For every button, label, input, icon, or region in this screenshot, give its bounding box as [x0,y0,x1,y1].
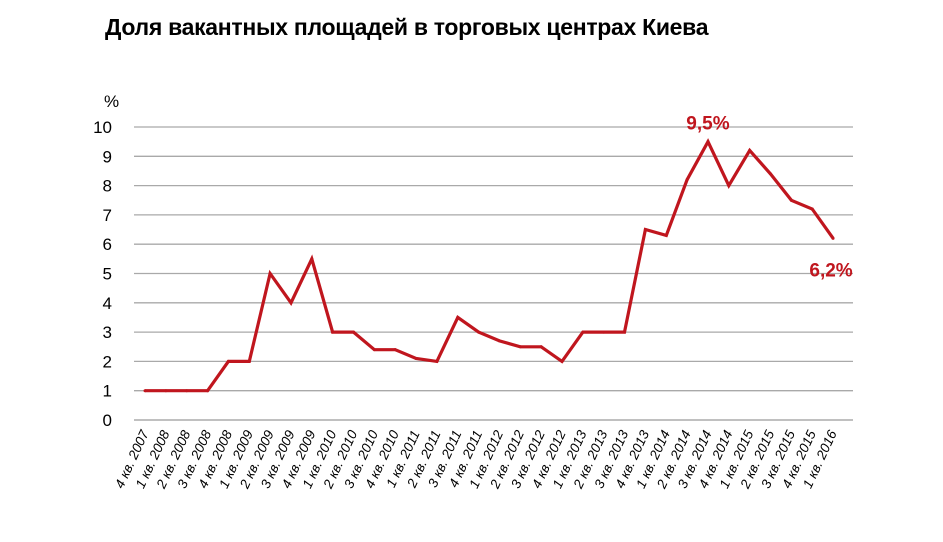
data-point [643,228,647,232]
data-annotation: 9,5% [686,114,729,135]
data-point [706,140,710,144]
data-annotation: 6,2% [809,260,852,281]
series-line [145,138,835,393]
data-point [435,359,439,363]
data-point [143,389,147,393]
data-point [831,236,835,240]
data-point [393,348,397,352]
data-point [497,339,501,343]
data-point [352,330,355,334]
annotations: 9,5% 6,2% [686,114,853,282]
y-axis-ticks: 0 1 2 3 4 5 6 7 8 9 10 [93,118,112,430]
y-tick-label: 9 [103,147,112,166]
data-point [456,315,460,319]
data-point [789,198,793,202]
y-tick-label: 7 [103,206,112,225]
series-layer [143,138,835,393]
data-point [414,356,418,360]
data-point [664,233,668,237]
y-tick-label: 10 [93,118,112,137]
data-point [581,330,585,334]
data-point [810,207,814,211]
data-point [247,359,251,363]
data-point [685,178,689,182]
y-tick-label: 0 [103,411,112,430]
y-tick-label: 8 [103,177,112,196]
data-point [331,330,335,334]
y-tick-label: 1 [103,382,112,401]
gridlines [134,126,853,421]
data-point [206,389,210,393]
data-point [310,257,314,261]
y-tick-label: 3 [103,323,112,342]
data-point [164,389,168,393]
data-point [602,330,606,334]
y-axis-unit-label: % [104,92,119,111]
chart-title: Доля вакантных площадей в торговых центр… [105,14,709,40]
data-point [477,330,481,334]
y-tick-label: 2 [103,352,112,371]
data-point [727,184,731,188]
data-point [372,348,376,352]
y-tick-label: 6 [103,235,112,254]
data-point [289,301,293,305]
data-point [185,389,189,393]
y-tick-label: 4 [103,294,112,313]
data-point [539,345,543,349]
data-point [226,359,230,363]
y-tick-label: 5 [103,265,112,284]
data-point [518,345,522,349]
data-point [268,272,272,275]
data-point [748,148,752,152]
data-point [560,359,564,363]
data-point [769,172,772,176]
data-point [623,330,627,334]
